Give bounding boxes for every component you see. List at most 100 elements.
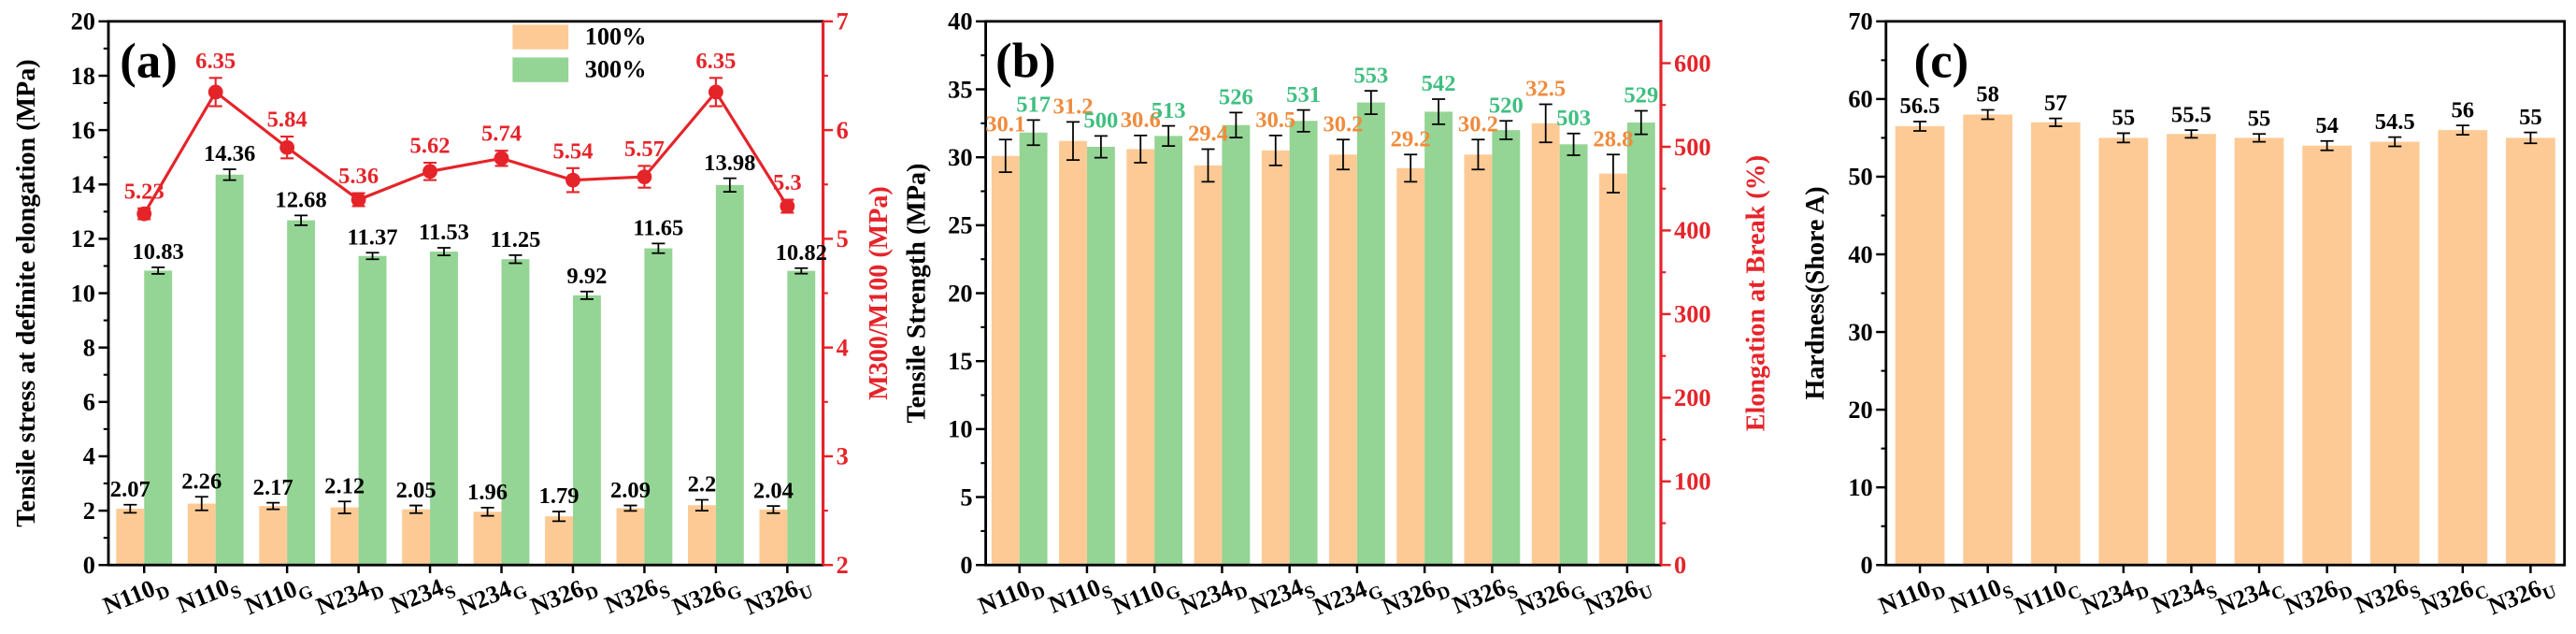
error-bars-layer — [123, 168, 809, 523]
x-tick-label-base: N110 — [975, 574, 1035, 619]
x-tick-label-base: N326 — [1379, 574, 1439, 620]
error-bar-300-percent-n326d — [580, 290, 594, 300]
error-bar-tensile-strength-n326g — [1538, 103, 1553, 144]
x-tick-label-subscript: G — [1163, 582, 1183, 605]
bar-hardness-n326u — [2506, 137, 2555, 566]
y-tick-label: 40 — [948, 8, 972, 36]
lines-layer — [136, 77, 795, 222]
x-tick-label-n234d: N234D — [312, 569, 387, 626]
error-bar-tensile-strength-n326d — [1404, 153, 1418, 183]
data-label-m300-m100-ratio-n234d: 5.36 — [338, 164, 379, 189]
error-bar-300-percent-n326u — [794, 267, 809, 275]
data-labels-layer: 30.1 31.2 30.6 29.4 30.5 30.2 29.2 30.2 32.5 28.8… — [985, 63, 1658, 151]
y-tick-label: 4 — [83, 443, 95, 470]
data-label-100-percent-n234s: 2.05 — [396, 478, 436, 503]
y-tick-label: 14 — [71, 171, 95, 198]
error-bar-300-percent-n110s — [222, 168, 236, 181]
y-tick-label: 50 — [1848, 164, 1872, 191]
x-tick-label-subscript: C — [2268, 582, 2288, 605]
x-tick-label-base: N234 — [1176, 574, 1237, 620]
y-tick-label: 0 — [960, 552, 972, 579]
y2-tick-label: 5 — [837, 225, 849, 252]
y-tick-label: 30 — [948, 144, 972, 171]
x-tick-label-subscript: U — [2540, 582, 2559, 605]
bar-100-percent-n326s — [616, 508, 645, 566]
x-tick-label-subscript: S — [228, 582, 245, 603]
y2-tick-label: 6 — [837, 117, 849, 144]
data-labels-layer: 56.5 58 57 55 55.5 55 54 54.5 56 55 — [1900, 82, 2542, 138]
x-tick-label-n326u: N326U — [1581, 569, 1655, 626]
bars-layer — [1895, 114, 2555, 566]
bar-300-percent-n110g — [287, 220, 316, 566]
bar-hardness-n234s — [2167, 134, 2216, 566]
y-tick-label: 8 — [83, 334, 95, 361]
y-tick-label: 70 — [1848, 8, 1872, 36]
error-bar-elongation-at-break-n234g — [1364, 90, 1378, 115]
y-tick-label: 25 — [948, 212, 972, 239]
y2-tick-label: 100 — [1674, 468, 1711, 496]
y-tick-label: 10 — [1848, 474, 1872, 501]
data-label-elongation-at-break-n110d: 517 — [1016, 93, 1051, 118]
data-label-300-percent-n326u: 10.82 — [776, 240, 827, 266]
data-label-hardness-n234s: 55.5 — [2171, 102, 2211, 127]
line-m300-m100-ratio — [142, 89, 789, 215]
bar-elongation-at-break-n110d — [1019, 132, 1048, 566]
y-tick-label: 0 — [83, 552, 95, 579]
bar-hardness-n110s — [1963, 114, 2013, 566]
error-bar-hardness-n326c — [2455, 124, 2469, 136]
bar-tensile-strength-n234s — [1261, 150, 1290, 566]
x-tick-label-base: N326 — [2416, 574, 2477, 620]
y2-tick-label: 500 — [1674, 134, 1711, 161]
x-tick-label-n326s: N326S — [1449, 569, 1521, 624]
error-bar-elongation-at-break-n234d — [1229, 111, 1243, 139]
y2-tick-label: 300 — [1674, 301, 1711, 328]
error-bar-300-percent-n234g — [508, 253, 522, 265]
x-tick-label-base: N234 — [2077, 574, 2138, 620]
bar-100-percent-n110d — [116, 509, 145, 566]
bar-elongation-at-break-n326u — [1626, 122, 1655, 566]
panel-label: (a) — [120, 35, 177, 89]
data-label-100-percent-n234g: 1.96 — [467, 480, 508, 505]
data-label-300-percent-n326d: 9.92 — [566, 264, 607, 289]
bars-layer — [116, 174, 816, 566]
x-tick-label-subscript: D — [2337, 582, 2356, 605]
legend-swatch-300-percent — [512, 57, 569, 82]
data-label-m300-m100-ratio-n326d: 5.54 — [552, 138, 593, 164]
x-tick-label-subscript: G — [1568, 582, 1589, 605]
error-bar-100-percent-n326u — [766, 505, 780, 514]
data-label-elongation-at-break-n326s: 520 — [1489, 93, 1524, 118]
bar-hardness-n234c — [2234, 137, 2284, 566]
x-tick-label-base: N326 — [1581, 574, 1641, 620]
y-axis-title: Hardness(Shore A) — [1801, 186, 1830, 399]
error-bar-tensile-strength-n234d — [1201, 148, 1215, 183]
data-label-m300-m100-ratio-n110g: 5.84 — [267, 108, 308, 133]
error-bar-300-percent-n326s — [651, 242, 665, 254]
x-tick-label-subscript: D — [153, 582, 173, 605]
bar-elongation-at-break-n110s — [1086, 147, 1115, 566]
error-bar-tensile-strength-n110s — [1066, 121, 1080, 161]
error-bar-100-percent-n234s — [409, 504, 423, 514]
bar-100-percent-n234d — [330, 507, 359, 566]
error-bar-tensile-strength-n326s — [1471, 138, 1485, 171]
y-tick-label: 10 — [948, 416, 972, 443]
x-tick-label-n326u: N326U — [2484, 569, 2559, 626]
axes-layer: 0 5 10 15 20 25 30 35 40 Tensile Strength (MPa) 0 1… — [903, 8, 1771, 626]
y-axis-title: Tensile stress at definite elongation (M… — [12, 59, 41, 526]
y-tick-label: 2 — [83, 497, 95, 525]
data-label-100-percent-n234d: 2.12 — [324, 473, 365, 498]
bar-300-percent-n326g — [715, 184, 744, 566]
point-m300-m100-ratio-n110d — [136, 206, 152, 222]
bar-tensile-strength-n234d — [1194, 165, 1223, 566]
x-tick-label-subscript: G — [1366, 582, 1386, 605]
error-bar-elongation-at-break-n326g — [1567, 132, 1581, 156]
data-label-300-percent-n234d: 11.37 — [348, 224, 398, 250]
bar-tensile-strength-n110d — [991, 155, 1020, 566]
y-tick-label: 20 — [1848, 396, 1872, 424]
x-tick-label-n326d: N326D — [1379, 569, 1453, 626]
x-tick-label-n110g: N110G — [1109, 569, 1183, 625]
data-label-300-percent-n110d: 10.83 — [133, 239, 184, 265]
bar-elongation-at-break-n234g — [1356, 102, 1385, 566]
error-bar-elongation-at-break-n326s — [1499, 120, 1513, 140]
x-tick-label-subscript: D — [1231, 582, 1251, 605]
error-bar-elongation-at-break-n110g — [1162, 124, 1176, 147]
